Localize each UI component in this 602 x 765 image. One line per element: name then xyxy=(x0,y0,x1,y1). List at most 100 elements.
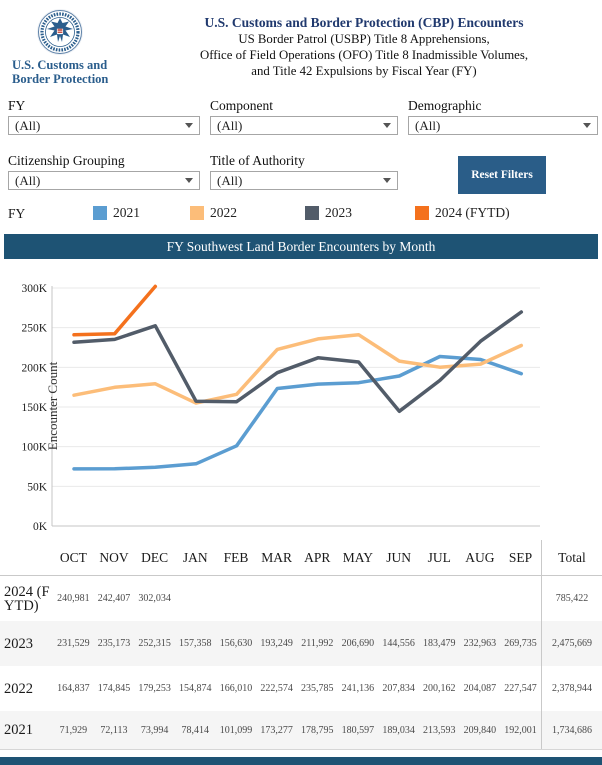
fy-legend: FY 2021 2022 2023 2024 (FYTD) xyxy=(0,202,602,230)
filter-fy: FY (All) xyxy=(8,98,200,135)
reset-filters-button[interactable]: Reset Filters xyxy=(458,156,546,194)
filter-fy-label: FY xyxy=(8,98,26,113)
row-label: 2022 xyxy=(4,681,33,696)
table-cell: 101,099 xyxy=(219,724,253,736)
table-cell: 166,010 xyxy=(219,683,253,694)
row-total-cell: 2,475,669 xyxy=(540,621,602,666)
y-tick-label: 200K xyxy=(21,362,47,374)
column-header-nov: NOV xyxy=(99,549,129,565)
column-header-mar: MAR xyxy=(261,549,292,565)
table-cell: 178,795 xyxy=(301,724,334,736)
table-cell: 206,690 xyxy=(341,638,375,649)
legend-item-2021[interactable]: 2021 xyxy=(93,205,140,221)
series-line-2022[interactable] xyxy=(72,332,524,405)
subtitle-line-3: and Title 42 Expulsions by Fiscal Year (… xyxy=(251,64,477,78)
subtitle-line-2: Office of Field Operations (OFO) Title 8… xyxy=(199,48,529,62)
y-axis-title: Encounter Count xyxy=(45,361,60,450)
column-header-total: Total xyxy=(540,540,602,575)
table-row-2024-fytd: 2024 (FYTD) 240,981 242,407 302,034 785,422 xyxy=(0,576,602,621)
table-cell: 179,253 xyxy=(138,683,171,694)
title-block: U.S. Customs and Border Protection (CBP)… xyxy=(132,8,602,96)
series-line-2021[interactable] xyxy=(72,354,524,471)
table-cell: 302,034 xyxy=(138,593,171,604)
column-header-sep: SEP xyxy=(508,549,533,565)
table-cell: 72,113 xyxy=(100,724,128,736)
filter-bar: FY (All) Component (All) Demographic (Al… xyxy=(0,98,602,200)
column-header-oct: OCT xyxy=(59,549,87,565)
table-cell: 183,479 xyxy=(422,638,456,649)
y-tick-label: 300K xyxy=(21,283,47,295)
filter-citizenship-dropdown[interactable]: (All) xyxy=(8,171,200,190)
column-header-jun: JUN xyxy=(386,549,411,565)
table-cell: 269,735 xyxy=(504,638,537,649)
y-tick-label: 50K xyxy=(27,481,48,493)
table-cell: 144,556 xyxy=(382,638,415,649)
table-row-2022: 2022 164,837 174,845 179,253 154,874 166,010 2… xyxy=(0,666,602,711)
filter-demographic-dropdown[interactable]: (All) xyxy=(408,116,598,135)
legend-swatch-2023 xyxy=(305,206,319,220)
column-header-feb: FEB xyxy=(223,549,249,565)
cbp-seal-icon xyxy=(37,9,83,55)
chevron-down-icon xyxy=(185,123,193,128)
encounters-line-chart[interactable]: 0K 50K 100K 150K 200K 250K 300K Encounter Count xyxy=(0,259,602,537)
table-cell: 240,981 xyxy=(57,593,90,604)
legend-swatch-2024 xyxy=(415,206,429,220)
table-cell: 173,277 xyxy=(260,724,293,736)
legend-title: FY xyxy=(8,206,26,221)
column-header-dec: DEC xyxy=(141,549,169,565)
footer-scrollbar[interactable] xyxy=(0,757,602,765)
table-cell: 189,034 xyxy=(382,724,415,736)
column-header-may: MAY xyxy=(342,549,374,565)
filter-component-dropdown[interactable]: (All) xyxy=(210,116,398,135)
filter-fy-dropdown[interactable]: (All) xyxy=(8,116,200,135)
chart-title-banner: FY Southwest Land Border Encounters by M… xyxy=(4,234,598,259)
table-cell: 174,845 xyxy=(97,683,131,694)
table-cell: 209,840 xyxy=(463,724,497,736)
filter-demographic-label: Demographic xyxy=(408,98,482,113)
legend-item-2023[interactable]: 2023 xyxy=(305,205,352,221)
column-header-jan: JAN xyxy=(182,549,208,565)
table-cell: 211,992 xyxy=(301,638,334,649)
table-cell: 180,597 xyxy=(341,724,375,736)
y-tick-label: 100K xyxy=(21,442,47,454)
table-cell: 200,162 xyxy=(422,683,456,694)
chevron-down-icon xyxy=(583,123,591,128)
filter-citizenship-label: Citizenship Grouping xyxy=(8,153,125,168)
chevron-down-icon xyxy=(383,123,391,128)
cbp-logo-block: U.S. Customs and Border Protection xyxy=(0,8,132,96)
table-row-2021: 2021 71,929 72,113 73,994 78,414 101,099 173,2… xyxy=(0,711,602,749)
table-cell: 164,837 xyxy=(57,683,90,694)
filter-component-label: Component xyxy=(210,98,273,113)
table-cell: 73,994 xyxy=(140,724,169,736)
table-cell: 232,963 xyxy=(463,638,497,649)
y-tick-label: 250K xyxy=(21,323,47,335)
series-line-2023[interactable] xyxy=(72,310,524,414)
filter-title-authority-dropdown[interactable]: (All) xyxy=(210,171,398,190)
table-cell: 227,547 xyxy=(504,683,537,694)
table-cell: 242,407 xyxy=(97,593,131,604)
chevron-down-icon xyxy=(383,178,391,183)
row-total-cell: 785,422 xyxy=(540,576,602,621)
table-cell: 193,249 xyxy=(260,638,293,649)
series-line-2024-fytd-[interactable] xyxy=(72,284,158,337)
encounters-table: OCT NOV DEC JAN FEB MAR APR MAY JUN JUL AUG SEP Tota… xyxy=(0,540,602,750)
table-cell: 71,929 xyxy=(59,724,88,736)
page-title: U.S. Customs and Border Protection (CBP)… xyxy=(204,15,524,30)
legend-item-2022[interactable]: 2022 xyxy=(190,205,237,221)
column-header-apr: APR xyxy=(304,549,331,565)
chevron-down-icon xyxy=(185,178,193,183)
y-tick-label: 0K xyxy=(33,521,48,533)
table-cell: 156,630 xyxy=(219,638,253,649)
filter-citizenship: Citizenship Grouping (All) xyxy=(8,153,200,190)
table-row-2023: 2023 231,529 235,173 252,315 157,358 156,630 1… xyxy=(0,621,602,666)
table-cell: 192,001 xyxy=(504,724,537,736)
table-cell: 154,874 xyxy=(179,683,212,694)
y-tick-label: 150K xyxy=(21,402,47,414)
column-header-aug: AUG xyxy=(465,549,495,565)
row-label: 2021 xyxy=(4,723,33,737)
legend-item-2024[interactable]: 2024 (FYTD) xyxy=(415,205,510,221)
table-cell: 204,087 xyxy=(463,683,497,694)
legend-swatch-2021 xyxy=(93,206,107,220)
filter-component: Component (All) xyxy=(210,98,398,135)
legend-swatch-2022 xyxy=(190,206,204,220)
